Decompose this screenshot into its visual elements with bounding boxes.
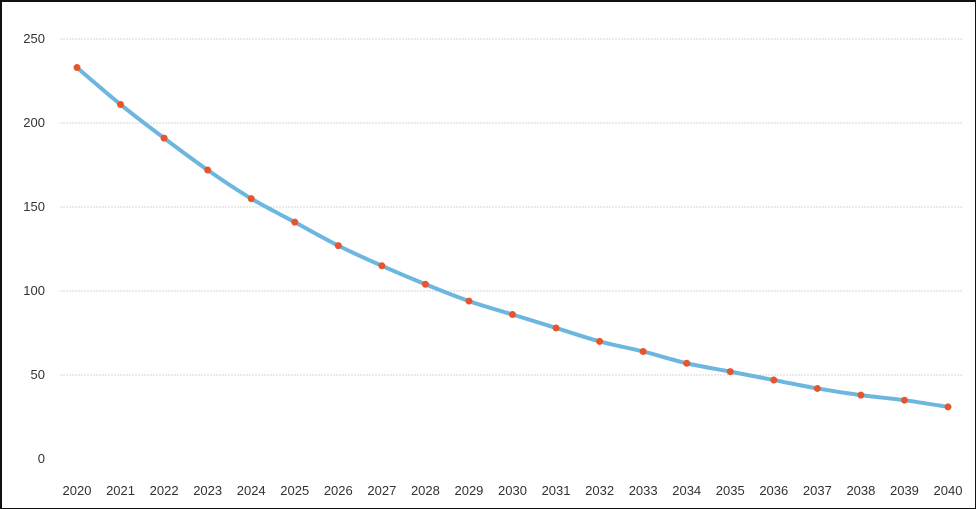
data-point-2033 [639, 347, 647, 355]
data-points [73, 64, 952, 411]
x-tick-label: 2037 [803, 483, 832, 498]
x-tick-label: 2028 [411, 483, 440, 498]
x-tick-label: 2032 [585, 483, 614, 498]
data-point-2029 [465, 297, 473, 305]
data-point-2022 [160, 134, 168, 142]
data-point-2031 [552, 324, 560, 332]
y-tick-label: 150 [23, 199, 45, 214]
x-tick-label: 2031 [542, 483, 571, 498]
data-point-2034 [683, 359, 691, 367]
y-tick-label: 250 [23, 31, 45, 46]
series-line [75, 65, 950, 409]
data-point-2020 [73, 64, 81, 72]
data-point-2021 [117, 101, 125, 109]
data-point-2035 [726, 368, 734, 376]
data-point-2038 [857, 391, 865, 399]
data-point-2026 [334, 242, 342, 250]
data-point-2028 [421, 280, 429, 288]
x-tick-label: 2025 [280, 483, 309, 498]
data-point-2036 [770, 376, 778, 384]
x-tick-label: 2033 [629, 483, 658, 498]
x-tick-label: 2034 [672, 483, 701, 498]
x-tick-label: 2039 [890, 483, 919, 498]
x-tick-label: 2022 [150, 483, 179, 498]
y-tick-label: 0 [38, 451, 45, 466]
data-point-2039 [900, 396, 908, 404]
x-tick-label: 2021 [106, 483, 135, 498]
data-point-2030 [509, 311, 516, 319]
grid-lines [60, 38, 962, 376]
data-point-2027 [378, 262, 386, 270]
x-axis-tick-labels: 2020 2021 2022 2023 2024 2025 2026 2027 2028 2029… [63, 483, 963, 498]
x-tick-label: 2027 [367, 483, 396, 498]
x-tick-label: 2030 [498, 483, 527, 498]
x-tick-label: 2036 [759, 483, 788, 498]
x-tick-label: 2026 [324, 483, 353, 498]
y-tick-label: 200 [23, 115, 45, 130]
data-point-2025 [291, 218, 299, 226]
x-tick-label: 2038 [846, 483, 875, 498]
data-point-2032 [596, 337, 604, 345]
data-point-2040 [944, 403, 952, 411]
y-tick-label: 100 [23, 283, 45, 298]
y-axis-tick-labels: 0 50 100 150 200 250 [23, 31, 45, 466]
y-tick-label: 50 [31, 367, 45, 382]
x-tick-label: 2023 [193, 483, 222, 498]
x-tick-label: 2020 [63, 483, 92, 498]
data-point-2023 [204, 166, 212, 174]
data-point-2037 [813, 384, 821, 392]
x-tick-label: 2035 [716, 483, 745, 498]
x-tick-label: 2024 [237, 483, 266, 498]
data-point-2024 [247, 195, 255, 203]
x-tick-label: 2040 [934, 483, 963, 498]
x-tick-label: 2029 [454, 483, 483, 498]
